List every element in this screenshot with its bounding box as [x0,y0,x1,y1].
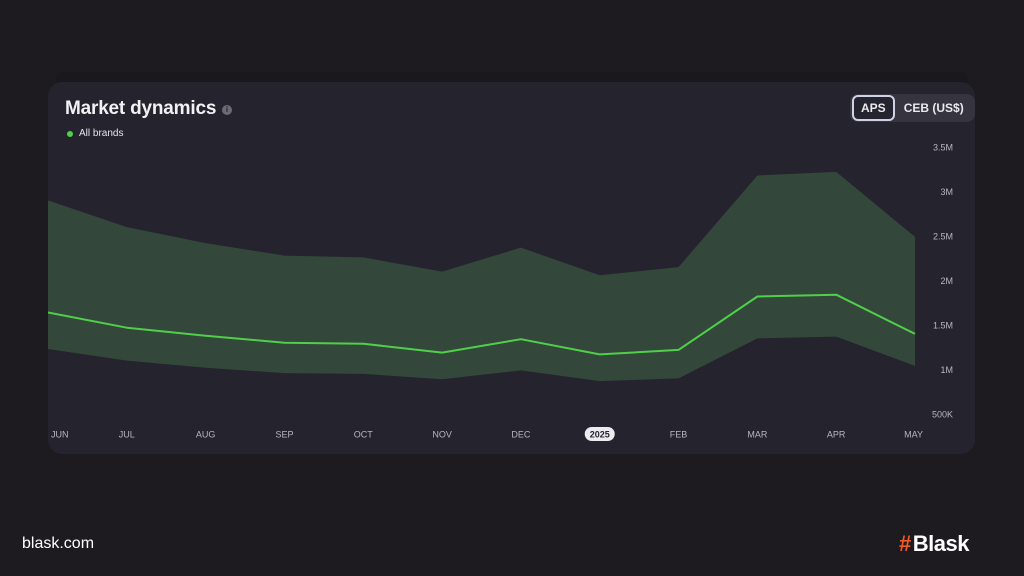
x-tick-label: 2025 [590,430,610,440]
logo-text: Blask [912,531,970,556]
x-tick-label: NOV [432,430,452,440]
x-tick-label: DEC [511,430,531,440]
x-tick-label: JUL [119,430,135,440]
logo-hash-icon: # [899,531,911,556]
market-dynamics-chart: 3.5M 3M 2.5M 2M 1.5M 1M 500K JUN JUL AUG SEP OCT NOV… [48,143,953,441]
y-tick-label: 1M [940,365,953,375]
card-back-shadow [56,72,968,84]
x-tick-label: MAR [747,430,768,440]
market-dynamics-card: 3.5M 3M 2.5M 2M 1.5M 1M 500K JUN JUL AUG SEP OCT NOV… [48,82,975,454]
x-tick-label: SEP [275,430,293,440]
y-tick-label: 3M [940,187,953,197]
site-link[interactable]: blask.com [22,535,95,552]
info-icon[interactable]: i [222,105,232,115]
chart-legend[interactable]: All brands [67,128,123,139]
y-tick-label: 2M [940,276,953,286]
y-tick-label: 2.5M [933,232,953,242]
x-tick-label: AUG [196,430,216,440]
x-tick-label: APR [827,430,846,440]
y-tick-label: 500K [932,410,953,420]
metric-toggle: APS CEB (US$) [850,94,975,122]
x-tick-label: OCT [354,430,374,440]
legend-dot-icon [67,130,73,137]
legend-label: All brands [79,128,124,139]
year-badge [584,427,615,441]
toggle-aps-button[interactable]: APS [852,95,895,121]
y-tick-label: 1.5M [933,321,953,331]
range-band-area [48,171,915,382]
blask-logo: # Blask [899,531,969,557]
x-tick-label: JUN [51,430,69,440]
toggle-ceb-button[interactable]: CEB (US$) [903,101,964,115]
y-tick-label: 3.5M [933,143,953,153]
x-tick-label: MAY [904,430,923,440]
x-tick-label: FEB [670,430,688,440]
chart-title: Market dynamics [65,98,217,119]
series-line-all-brands [48,293,916,356]
